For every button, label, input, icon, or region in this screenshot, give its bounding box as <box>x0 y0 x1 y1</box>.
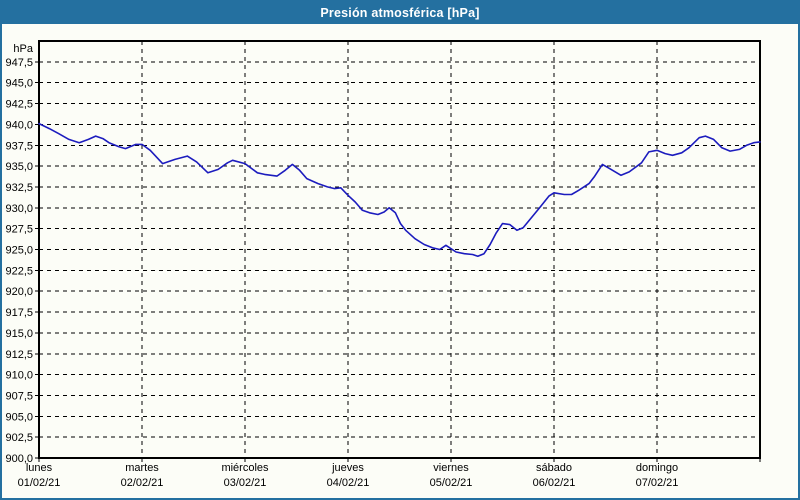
x-day-date-label: 07/02/21 <box>636 477 679 489</box>
x-day-name-label: domingo <box>636 462 678 474</box>
y-tick-label: 902,5 <box>5 432 33 444</box>
y-tick-label: 900,0 <box>5 453 33 465</box>
x-day-date-label: 04/02/21 <box>327 477 370 489</box>
chart-area: 947,5 945,0 942,5 940,0 937,5 935,0 932,5 930,0… <box>2 24 798 498</box>
y-tick-label: 907,5 <box>5 390 33 402</box>
window-titlebar: Presión atmosférica [hPa] <box>2 2 798 24</box>
x-day-date-label: 01/02/21 <box>18 477 61 489</box>
x-day-date-label: 06/02/21 <box>533 477 576 489</box>
x-day-date-label: 03/02/21 <box>224 477 267 489</box>
y-axis-unit-label: hPa <box>13 43 33 55</box>
x-day-name-label: miércoles <box>221 462 269 474</box>
y-tick-label: 945,0 <box>5 78 33 90</box>
plot-frame <box>38 40 761 459</box>
pressure-line <box>38 122 761 257</box>
y-tick-label: 947,5 <box>5 57 33 69</box>
y-tick-label: 925,0 <box>5 245 33 257</box>
pressure-line-chart: 947,5 945,0 942,5 940,0 937,5 935,0 932,5 930,0… <box>5 40 761 489</box>
x-day-name-label: viernes <box>433 462 469 474</box>
y-tick-label: 917,5 <box>5 307 33 319</box>
x-day-name-label: sábado <box>536 462 572 474</box>
y-tick-label: 937,5 <box>5 140 33 152</box>
window-title: Presión atmosférica [hPa] <box>320 6 480 20</box>
y-tick-label: 932,5 <box>5 182 33 194</box>
y-tick-label: 915,0 <box>5 328 33 340</box>
y-tick-label: 922,5 <box>5 265 33 277</box>
y-tick-label: 930,0 <box>5 203 33 215</box>
x-day-date-label: 05/02/21 <box>430 477 473 489</box>
y-tick-label: 905,0 <box>5 411 33 423</box>
y-tick-label: 942,5 <box>5 99 33 111</box>
y-tick-label: 940,0 <box>5 119 33 131</box>
y-tick-label: 912,5 <box>5 349 33 361</box>
x-day-date-label: 02/02/21 <box>121 477 164 489</box>
x-day-name-label: jueves <box>331 462 364 474</box>
x-day-name-label: martes <box>125 462 159 474</box>
y-tick-label: 935,0 <box>5 161 33 173</box>
y-tick-label: 910,0 <box>5 370 33 382</box>
y-tick-label: 920,0 <box>5 286 33 298</box>
x-day-name-label: lunes <box>26 462 53 474</box>
y-tick-label: 927,5 <box>5 224 33 236</box>
